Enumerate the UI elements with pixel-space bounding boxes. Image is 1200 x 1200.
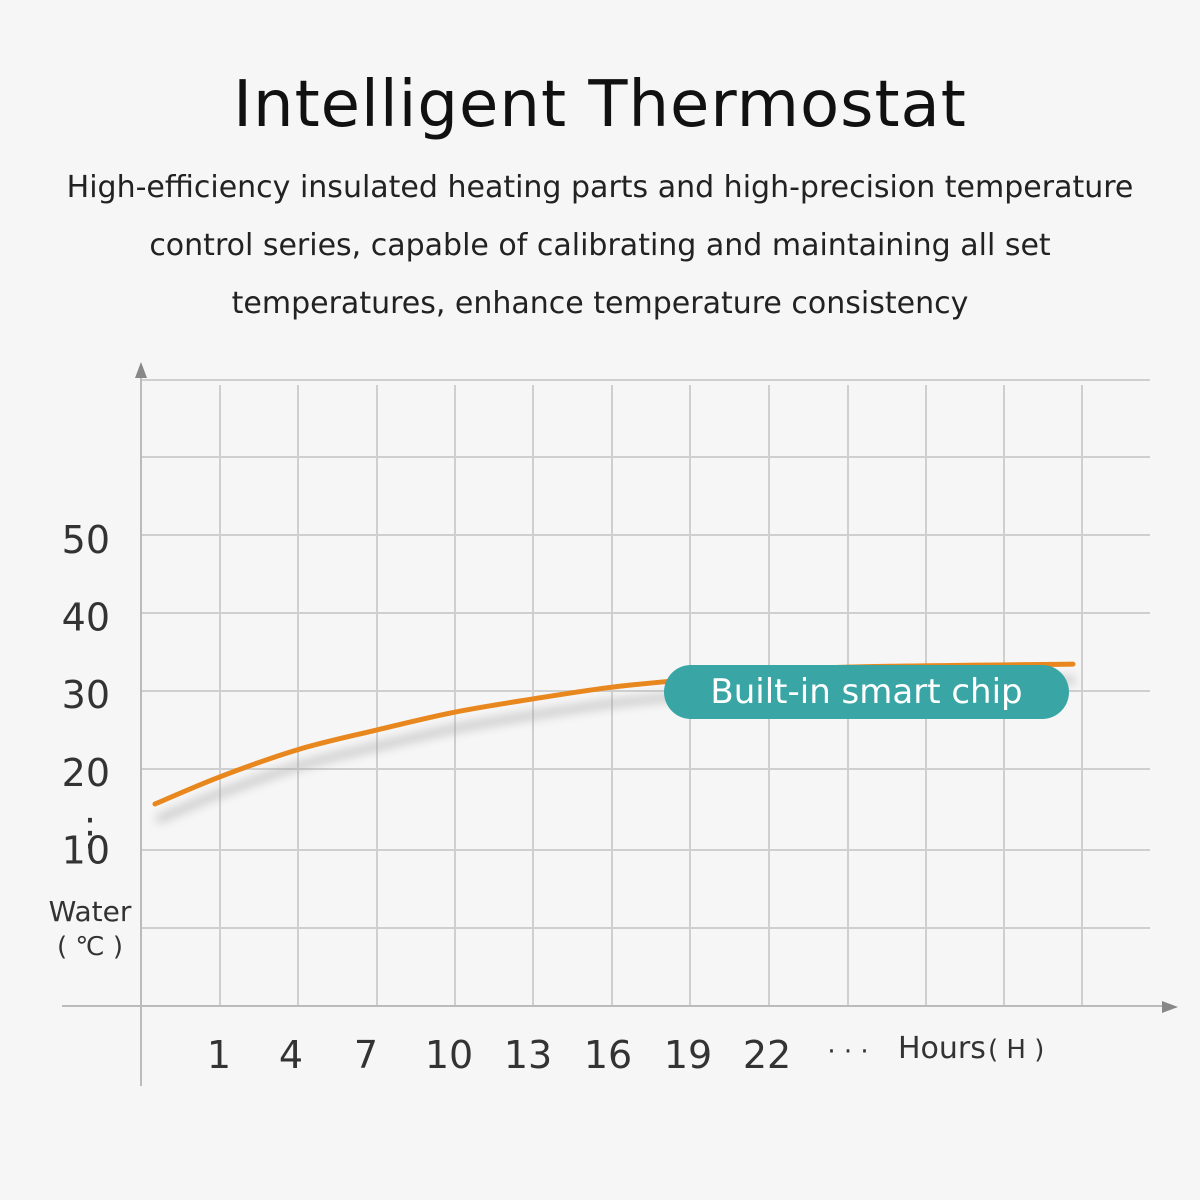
y-axis-label: Water: [49, 895, 132, 928]
smart-chip-badge: Built-in smart chip: [664, 665, 1069, 719]
x-ellipsis: · · ·: [827, 1037, 868, 1067]
page-title: Intelligent Thermostat: [233, 68, 967, 142]
subtitle-line-3: temperatures, enhance temperature consis…: [231, 286, 969, 321]
y-tick-label: 20: [62, 751, 110, 795]
x-axis-label: Hours: [898, 1031, 986, 1066]
y-tick-label: 50: [62, 518, 110, 562]
subtitle-line-1: High-efficiency insulated heating parts …: [66, 170, 1134, 205]
x-tick-label: 1: [207, 1033, 231, 1077]
y-axis-unit: ( ℃ ): [57, 932, 123, 962]
x-tick-label: 4: [279, 1033, 303, 1077]
x-tick-label: 13: [504, 1033, 552, 1077]
y-tick-label: 10: [62, 829, 110, 873]
y-tick-label: 30: [62, 673, 110, 717]
x-tick-label: 7: [354, 1033, 378, 1077]
y-tick-label: 40: [62, 596, 110, 640]
x-axis-unit: ( H ): [988, 1035, 1044, 1065]
x-tick-label: 19: [664, 1033, 712, 1077]
y-ellipsis: ⋮: [71, 810, 109, 854]
x-axis-arrow: [1162, 1001, 1178, 1013]
x-tick-label: 16: [584, 1033, 632, 1077]
x-tick-label: 10: [425, 1033, 473, 1077]
subtitle-line-2: control series, capable of calibrating a…: [149, 228, 1051, 263]
y-axis-arrow: [135, 362, 147, 378]
x-tick-label: 22: [743, 1033, 791, 1077]
